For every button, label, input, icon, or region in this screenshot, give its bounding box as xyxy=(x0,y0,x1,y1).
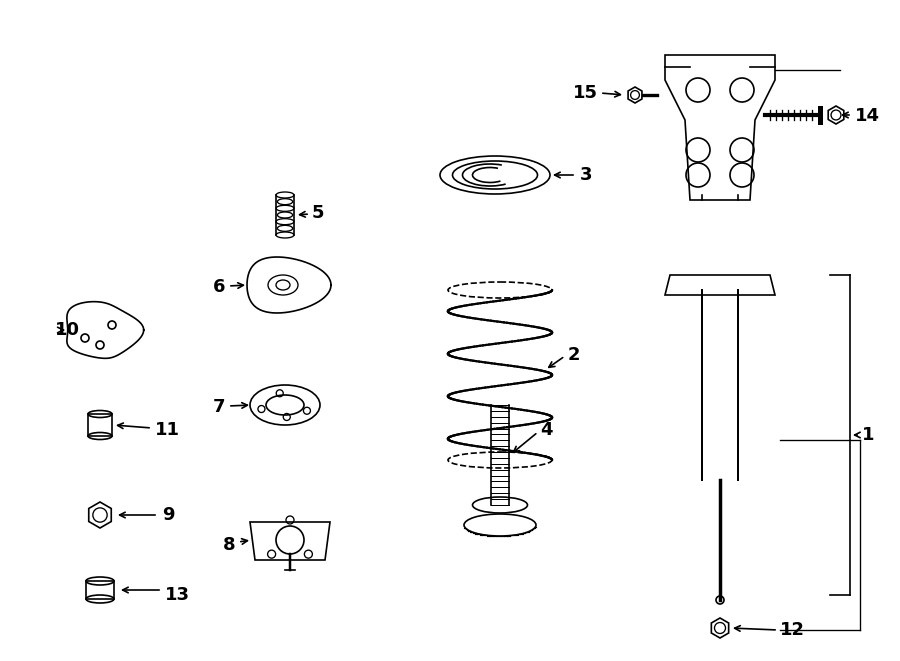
Text: 7: 7 xyxy=(212,398,225,416)
Text: 10: 10 xyxy=(55,321,80,339)
Text: 9: 9 xyxy=(162,506,175,524)
Text: 8: 8 xyxy=(222,536,235,554)
Text: 15: 15 xyxy=(573,84,598,102)
Text: 3: 3 xyxy=(580,166,592,184)
Text: 5: 5 xyxy=(312,204,325,222)
Text: 11: 11 xyxy=(155,421,180,439)
Text: 6: 6 xyxy=(212,278,225,296)
Text: 1: 1 xyxy=(862,426,875,444)
Text: 4: 4 xyxy=(540,421,553,439)
Text: 12: 12 xyxy=(780,621,805,639)
Text: 14: 14 xyxy=(855,107,880,125)
Text: 2: 2 xyxy=(568,346,580,364)
Text: 13: 13 xyxy=(165,586,190,604)
